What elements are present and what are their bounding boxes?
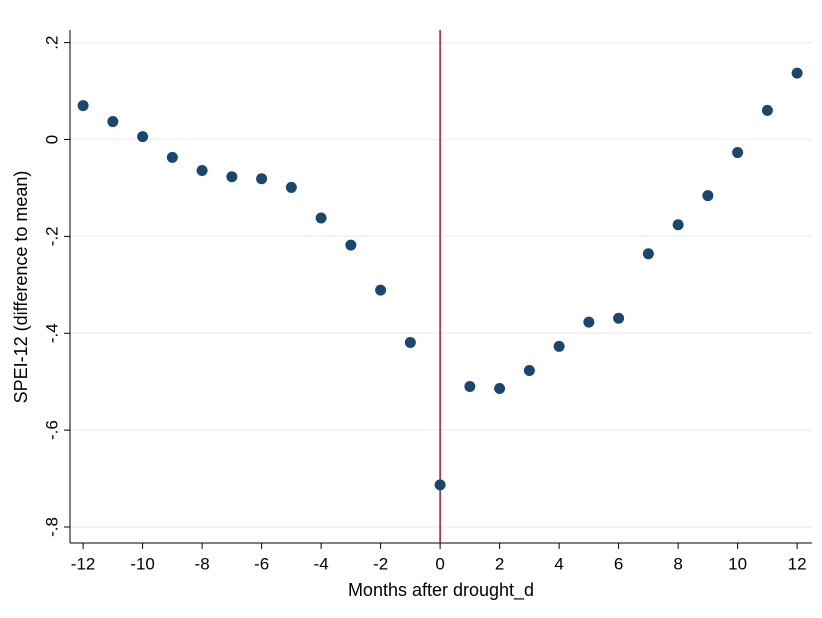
x-tick-label: -6 (254, 554, 269, 573)
x-tick-label: -2 (373, 554, 388, 573)
point (256, 173, 268, 185)
y-axis-title: SPEI-12 (difference to mean) (11, 171, 31, 404)
point (315, 212, 327, 224)
y-tick-label: 0 (42, 135, 61, 144)
point (404, 336, 416, 348)
y-tick-label: -.6 (42, 420, 61, 440)
point (583, 316, 595, 328)
x-tick-label: 8 (673, 554, 682, 573)
x-tick-label: -8 (195, 554, 210, 573)
point (166, 151, 178, 163)
x-tick-label: 10 (728, 554, 747, 573)
point (375, 284, 387, 296)
x-axis-title: Months after drought_d (348, 580, 534, 601)
point (523, 365, 535, 377)
point (285, 181, 297, 193)
x-tick-label: -4 (314, 554, 329, 573)
y-tick-label: -.8 (42, 517, 61, 537)
x-tick-label: 4 (554, 554, 563, 573)
point (464, 381, 476, 393)
point (345, 239, 357, 251)
point (107, 116, 119, 128)
x-tick-label: -10 (130, 554, 155, 573)
y-tick-label: .2 (42, 36, 61, 50)
x-tick-label: 6 (614, 554, 623, 573)
y-tick-label: -.4 (42, 323, 61, 343)
point (434, 479, 446, 491)
y-tick-label: -.2 (42, 226, 61, 246)
point (553, 340, 565, 352)
point (761, 104, 773, 116)
point (613, 312, 625, 324)
x-tick-label: 0 (435, 554, 444, 573)
point (196, 164, 208, 176)
x-tick-label: 12 (788, 554, 807, 573)
point (642, 248, 654, 260)
x-tick-label: 2 (495, 554, 504, 573)
point (226, 171, 238, 183)
point (702, 190, 714, 202)
point (672, 219, 684, 231)
point (732, 147, 744, 159)
point (791, 67, 803, 79)
point (77, 100, 89, 112)
x-tick-label: -12 (71, 554, 96, 573)
point (137, 131, 149, 143)
point (494, 382, 506, 394)
